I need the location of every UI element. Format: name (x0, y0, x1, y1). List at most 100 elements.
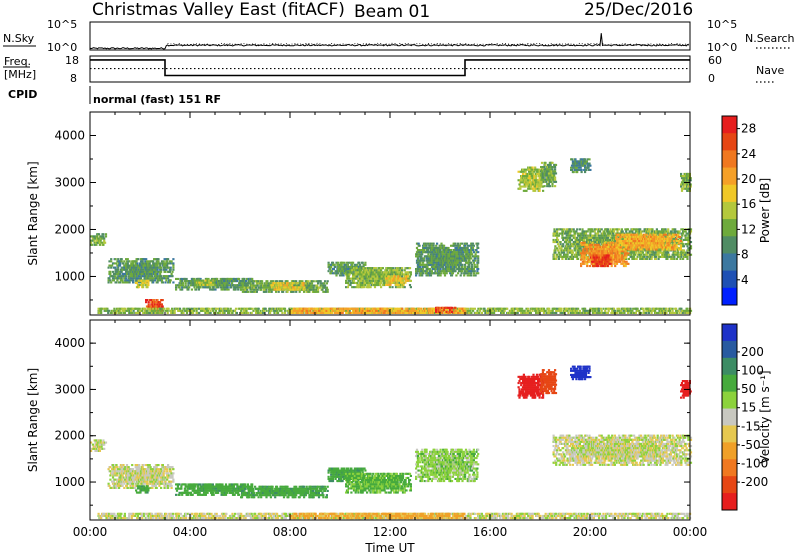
data-cell (542, 307, 546, 310)
data-cell (433, 261, 436, 264)
data-cell (475, 251, 478, 254)
data-cell (237, 288, 240, 291)
data-cell (318, 311, 321, 314)
data-cell (443, 244, 446, 247)
data-cell (393, 275, 396, 278)
data-cell (397, 277, 400, 280)
data-cell (103, 237, 106, 240)
data-cell (237, 286, 240, 289)
data-cell (196, 279, 199, 282)
data-cell (289, 288, 292, 291)
data-cell (377, 269, 380, 272)
data-cell (423, 311, 427, 314)
data-cell (199, 277, 202, 280)
data-cell (277, 290, 280, 293)
data-cell (435, 244, 438, 247)
data-cell (161, 305, 164, 308)
data-cell (454, 251, 457, 254)
data-cell (535, 309, 538, 312)
data-cell (255, 311, 258, 314)
data-cell (116, 270, 119, 273)
data-cell (557, 234, 560, 237)
data-cell (366, 281, 369, 284)
data-cell (120, 258, 123, 261)
data-cell (408, 275, 412, 278)
data-cell (159, 264, 162, 267)
data-cell (168, 270, 171, 273)
data-cell (296, 307, 299, 310)
data-cell (677, 309, 680, 312)
data-cell (321, 288, 324, 291)
data-cell (417, 242, 420, 245)
data-cell (257, 282, 260, 285)
data-cell (145, 284, 148, 287)
data-cell (326, 290, 329, 293)
data-cell (346, 311, 349, 314)
data-cell (453, 265, 456, 268)
data-cell (163, 262, 166, 265)
scatter-region (385, 275, 410, 286)
data-cell (356, 284, 359, 287)
data-cell (176, 307, 179, 310)
data-cell (527, 307, 530, 310)
data-cell (604, 309, 607, 312)
data-cell (451, 265, 454, 268)
data-cell (654, 309, 657, 312)
data-cell (395, 283, 398, 286)
data-cell (554, 180, 558, 183)
data-cell (685, 309, 688, 312)
data-cell (626, 311, 630, 314)
data-cell (120, 277, 123, 280)
data-cell (611, 309, 614, 312)
data-cell (479, 309, 482, 312)
data-cell (303, 286, 306, 289)
data-cell (369, 307, 372, 310)
data-cell (470, 311, 473, 314)
data-cell (590, 307, 593, 310)
data-cell (363, 286, 366, 289)
data-cell (528, 179, 532, 182)
data-cell (474, 311, 477, 314)
data-cell (169, 266, 172, 269)
data-cell (249, 307, 252, 310)
data-cell (166, 264, 169, 267)
data-cell (185, 307, 189, 310)
data-cell (414, 307, 417, 310)
data-cell (346, 277, 349, 280)
data-cell (307, 284, 310, 287)
data-cell (165, 262, 168, 265)
data-cell (387, 311, 390, 314)
data-cell (147, 307, 150, 310)
data-cell (165, 279, 168, 282)
data-cell (484, 311, 487, 314)
data-cell (295, 290, 298, 293)
frequency-line (90, 59, 690, 77)
data-cell (503, 307, 506, 310)
data-cell (557, 257, 560, 260)
data-cell (389, 277, 392, 280)
data-cell (160, 279, 164, 282)
data-cell (355, 267, 358, 270)
data-cell (608, 307, 611, 310)
data-cell (464, 270, 467, 273)
data-cell (113, 307, 116, 310)
data-cell (555, 311, 558, 314)
data-cell (554, 172, 558, 175)
data-cell (255, 307, 258, 310)
data-cell (370, 284, 373, 287)
data-cell (323, 309, 326, 312)
data-cell (675, 307, 678, 310)
data-cell (325, 286, 328, 289)
data-cell (584, 164, 587, 167)
data-cell (159, 309, 162, 312)
data-cell (223, 309, 226, 312)
data-cell (430, 257, 433, 260)
data-cell (283, 284, 286, 287)
data-cell (347, 261, 350, 264)
data-cell (175, 284, 178, 287)
data-cell (146, 260, 149, 263)
data-cell (209, 283, 212, 286)
data-cell (152, 299, 156, 302)
data-cell (538, 187, 541, 190)
data-cell (215, 286, 218, 289)
